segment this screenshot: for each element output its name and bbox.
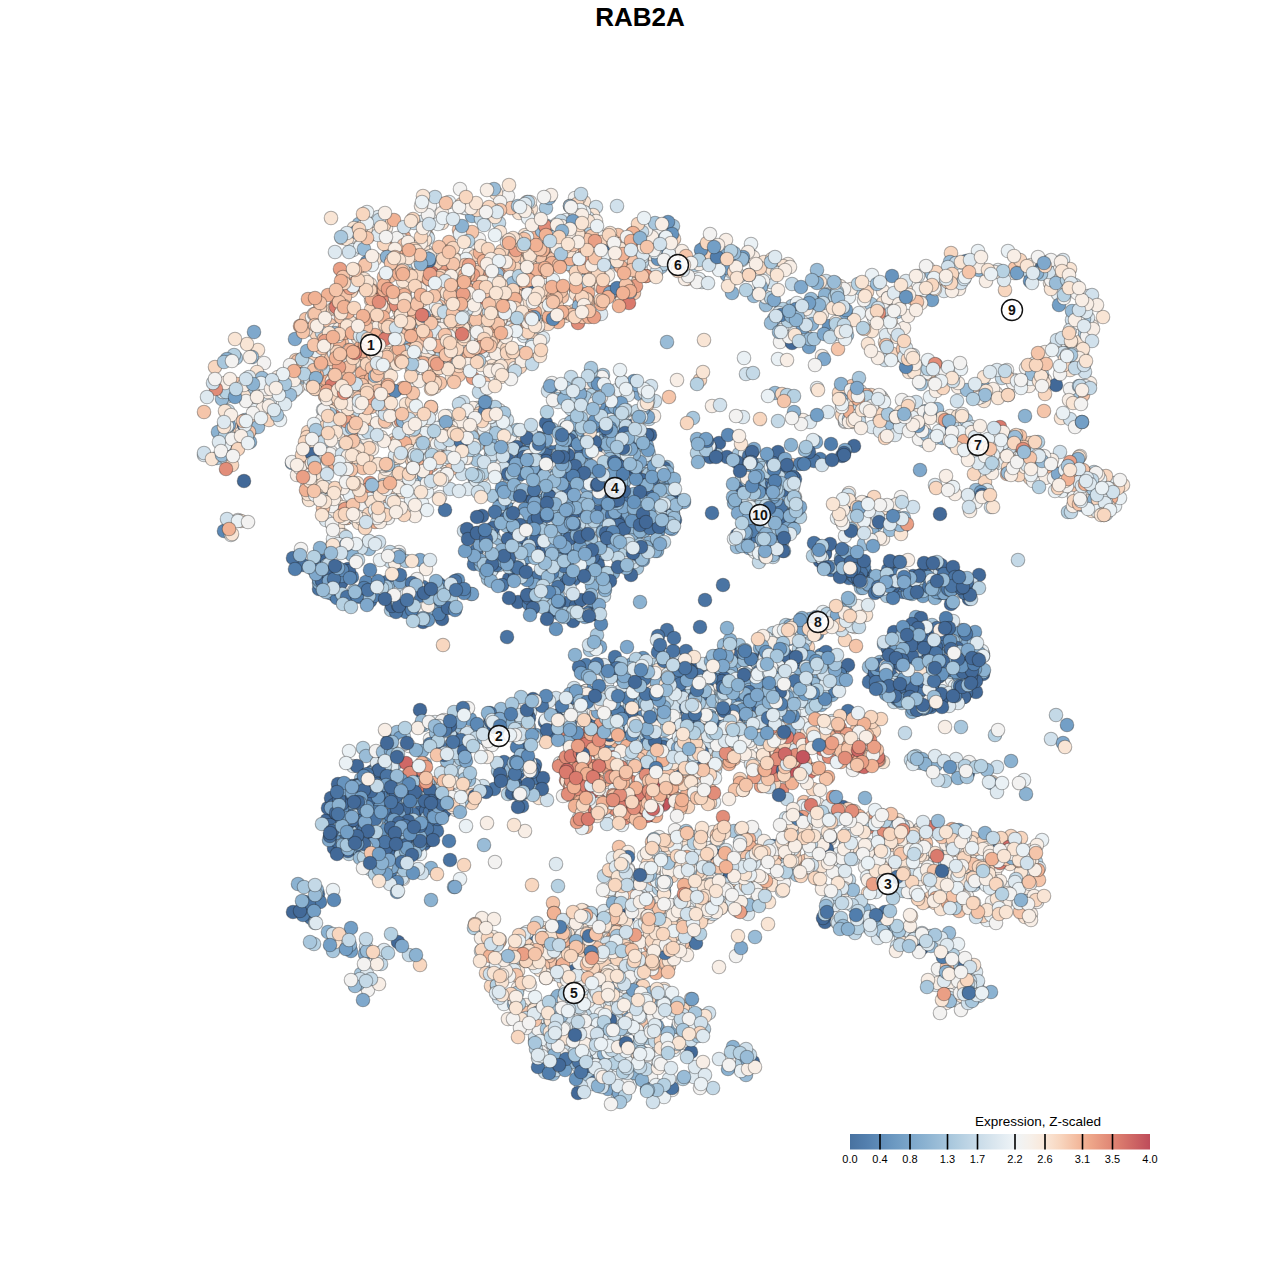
- svg-text:2.6: 2.6: [1037, 1153, 1052, 1165]
- svg-text:7: 7: [974, 437, 982, 453]
- svg-text:0.0: 0.0: [842, 1153, 857, 1165]
- svg-text:2: 2: [495, 728, 503, 744]
- svg-text:1.7: 1.7: [970, 1153, 985, 1165]
- svg-text:3: 3: [884, 876, 892, 892]
- svg-text:RAB2A: RAB2A: [595, 2, 685, 32]
- svg-text:3.1: 3.1: [1075, 1153, 1090, 1165]
- svg-text:2.2: 2.2: [1007, 1153, 1022, 1165]
- svg-text:1: 1: [367, 337, 375, 353]
- svg-text:6: 6: [674, 257, 682, 273]
- svg-text:4.0: 4.0: [1142, 1153, 1157, 1165]
- svg-text:9: 9: [1008, 302, 1016, 318]
- svg-text:5: 5: [570, 985, 578, 1001]
- svg-text:10: 10: [752, 507, 768, 523]
- svg-text:3.5: 3.5: [1105, 1153, 1120, 1165]
- svg-text:Expression, Z-scaled: Expression, Z-scaled: [975, 1114, 1101, 1129]
- svg-text:0.4: 0.4: [872, 1153, 887, 1165]
- svg-text:1.3: 1.3: [940, 1153, 955, 1165]
- svg-text:0.8: 0.8: [902, 1153, 917, 1165]
- svg-text:8: 8: [814, 614, 822, 630]
- svg-text:4: 4: [611, 480, 619, 496]
